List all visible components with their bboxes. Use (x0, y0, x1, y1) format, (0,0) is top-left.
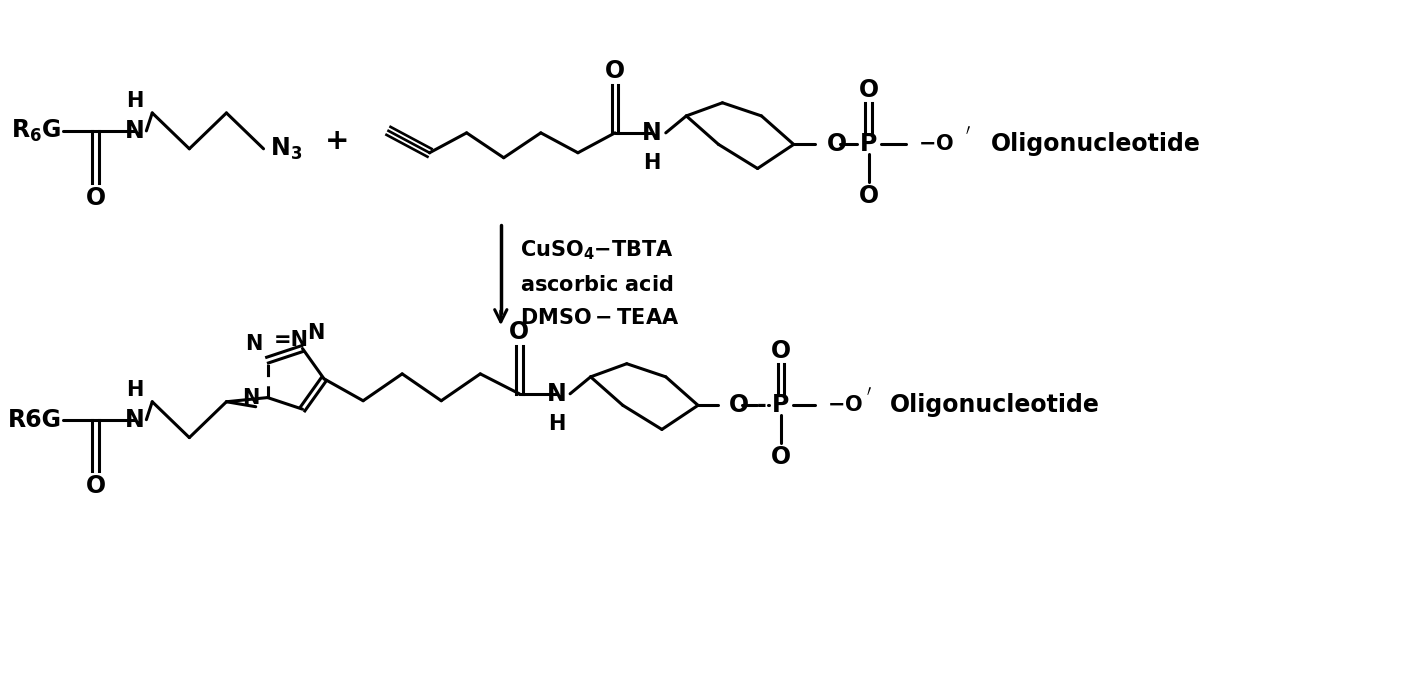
Text: O: O (509, 320, 529, 344)
Text: H: H (644, 153, 661, 173)
Text: O: O (605, 59, 625, 83)
Text: O: O (827, 133, 847, 156)
Text: N: N (546, 381, 566, 406)
Text: N: N (308, 322, 325, 343)
Text: $\mathbf{R_6G}$: $\mathbf{R_6G}$ (11, 118, 61, 144)
Text: N: N (242, 388, 259, 407)
Text: $\mathbf{ascorbic\ acid}$: $\mathbf{ascorbic\ acid}$ (520, 275, 674, 295)
Text: N: N (125, 408, 145, 432)
Text: O: O (859, 184, 879, 208)
Text: $\mathbf{CuSO_4}$$\mathbf{-TBTA}$: $\mathbf{CuSO_4}$$\mathbf{-TBTA}$ (520, 239, 674, 262)
Text: =N: =N (274, 330, 308, 350)
Text: N: N (245, 334, 262, 354)
Text: O: O (85, 186, 106, 209)
Text: O: O (771, 445, 791, 469)
Text: R6G: R6G (7, 408, 61, 432)
Text: N: N (125, 119, 145, 143)
Text: H: H (547, 413, 566, 434)
Text: Oligonucleotide: Oligonucleotide (991, 133, 1201, 156)
Text: $\mathbf{'}$: $\mathbf{'}$ (966, 124, 971, 144)
Text: $\mathbf{'}$: $\mathbf{'}$ (866, 386, 872, 405)
Text: O: O (859, 78, 879, 101)
Text: P: P (861, 133, 878, 156)
Text: Oligonucleotide: Oligonucleotide (891, 393, 1100, 418)
Text: +: + (325, 126, 349, 155)
Text: $\mathbf{DMSO-TEAA}$: $\mathbf{DMSO-TEAA}$ (520, 308, 679, 328)
Text: O: O (85, 475, 106, 498)
Text: P: P (773, 393, 790, 418)
Text: $\mathbf{N_3}$: $\mathbf{N_3}$ (271, 136, 302, 162)
Text: H: H (126, 91, 143, 111)
Text: $\mathbf{-O}$: $\mathbf{-O}$ (917, 135, 954, 154)
Text: O: O (771, 339, 791, 362)
Text: -: - (757, 393, 766, 418)
Text: O: O (729, 393, 749, 418)
Text: $\mathbf{-O}$: $\mathbf{-O}$ (827, 395, 864, 415)
Text: N: N (642, 121, 662, 145)
Text: H: H (126, 380, 143, 400)
